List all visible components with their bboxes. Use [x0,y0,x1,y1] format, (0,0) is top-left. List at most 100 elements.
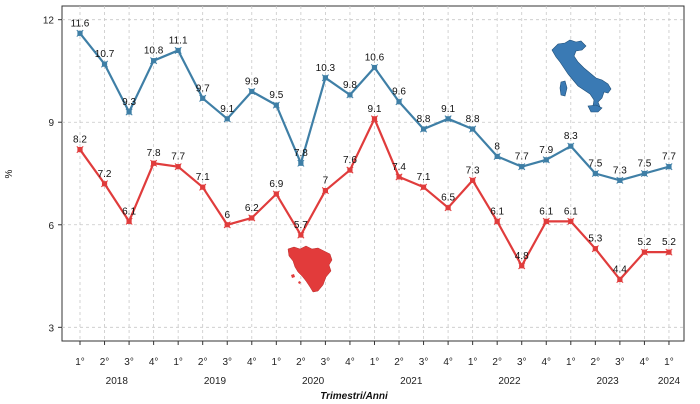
y-tick-label: 6 [48,221,54,232]
data-label: 7.5 [637,159,651,170]
data-point-cross [125,217,133,225]
data-point-cross [199,183,207,191]
data-label: 5.3 [588,234,602,245]
data-point-cross [616,275,624,284]
data-point-cross [346,91,354,99]
data-point-cross [420,125,428,133]
data-point-cross [665,248,673,256]
quarter-tick-label: 3° [124,357,134,368]
data-label: 9.6 [392,87,406,98]
data-label: 8.3 [564,131,578,142]
data-label: 7.2 [98,169,112,180]
series-layer: 11.6 10.7 9.3 10.8 11.1 9.7 9.1 9.9 9.5 7.8 10.3 9.… [71,18,676,284]
quarter-tick-label: 4° [443,357,453,368]
quarter-tick-label: 2° [296,357,306,368]
data-point-cross [518,163,526,171]
quarter-tick-label: 3° [419,357,429,368]
y-tick-label: 12 [43,16,55,27]
data-label: 9.3 [122,97,136,108]
data-point-cross [469,125,477,133]
data-label: 7.7 [662,152,676,163]
x-axis-title: Trimestri/Anni [320,391,388,402]
data-point-cross [567,217,575,225]
data-label: 6.1 [490,206,504,217]
data-point-cross [665,163,673,171]
data-point-cross [493,217,501,225]
data-label: 11.1 [169,35,188,46]
data-label: 10.7 [95,49,115,60]
data-label: 8.8 [417,114,431,125]
quarter-tick-label: 1° [75,357,85,368]
y-axis: 3 6 9 12 [43,16,62,334]
data-point-cross [395,98,403,106]
quarter-tick-label: 4° [247,357,257,368]
quarter-tick-label: 1° [370,357,380,368]
data-label: 6.1 [539,206,553,217]
quarter-tick-label: 4° [149,357,159,368]
year-tick-label: 2018 [106,376,129,387]
series-1: 8.2 7.2 6.1 7.8 7.7 7.1 6 6.2 6.9 5.7 7 7.6 9.1 7.4 7.… [73,104,676,284]
data-label: 11.6 [71,18,90,29]
data-point-cross [223,115,231,123]
data-label: 5.2 [637,237,651,248]
tuscany-map-icon [287,245,333,293]
data-label: 10.8 [144,46,164,57]
quarter-tick-label: 1° [468,357,478,368]
italy-map-icon [551,39,612,113]
data-label: 9.1 [368,104,382,115]
data-point-cross [591,245,599,253]
quarter-tick-label: 1° [173,357,183,368]
year-tick-label: 2024 [658,376,681,387]
year-tick-label: 2023 [596,376,619,387]
data-point-cross [444,115,452,123]
data-point-cross [493,152,501,160]
data-label: 7.8 [294,148,308,159]
data-label: 9.1 [220,104,234,115]
data-label: 10.6 [365,53,385,64]
data-point-cross [76,146,84,154]
year-tick-label: 2019 [204,376,227,387]
quarter-tick-label: 1° [566,357,576,368]
quarter-tick-label: 3° [222,357,232,368]
data-label: 10.3 [316,63,336,74]
data-point-cross [469,176,477,184]
year-tick-label: 2022 [498,376,521,387]
data-label: 7.1 [417,172,431,183]
data-label: 9.8 [343,80,357,91]
data-point-cross [248,87,256,96]
data-label: 7.3 [466,165,480,176]
data-point-cross [174,163,182,171]
data-label: 7.5 [588,159,602,170]
quarter-tick-label: 4° [345,357,355,368]
data-label: 7.9 [539,145,553,156]
quarter-tick-label: 1° [272,357,282,368]
quarter-tick-label: 4° [640,357,650,368]
data-point-cross [640,169,648,178]
data-label: 7.7 [515,152,529,163]
data-label: 7.1 [196,172,210,183]
data-label: 8 [494,141,500,152]
year-tick-label: 2020 [302,376,325,387]
data-label: 5.2 [662,237,676,248]
data-point-cross [444,204,452,212]
data-label: 4.8 [515,251,529,262]
data-label: 8.2 [73,135,87,146]
data-label: 5.7 [294,220,308,231]
data-point-cross [370,63,379,72]
quarter-tick-label: 2° [100,357,110,368]
data-label: 6.2 [245,203,259,214]
data-point-cross [321,74,329,82]
quarter-tick-label: 3° [615,357,625,368]
data-label: 7 [323,176,329,187]
data-label: 8.8 [466,114,480,125]
data-point-cross [125,108,133,116]
data-point-cross [370,115,379,123]
data-point-cross [542,156,550,164]
data-point-cross [297,231,305,239]
data-label: 6.9 [269,179,283,190]
quarter-tick-label: 1° [664,357,674,368]
data-point-cross [297,159,305,167]
data-label: 6.5 [441,193,455,204]
data-point-cross [640,248,648,256]
y-tick-label: 3 [48,323,54,334]
